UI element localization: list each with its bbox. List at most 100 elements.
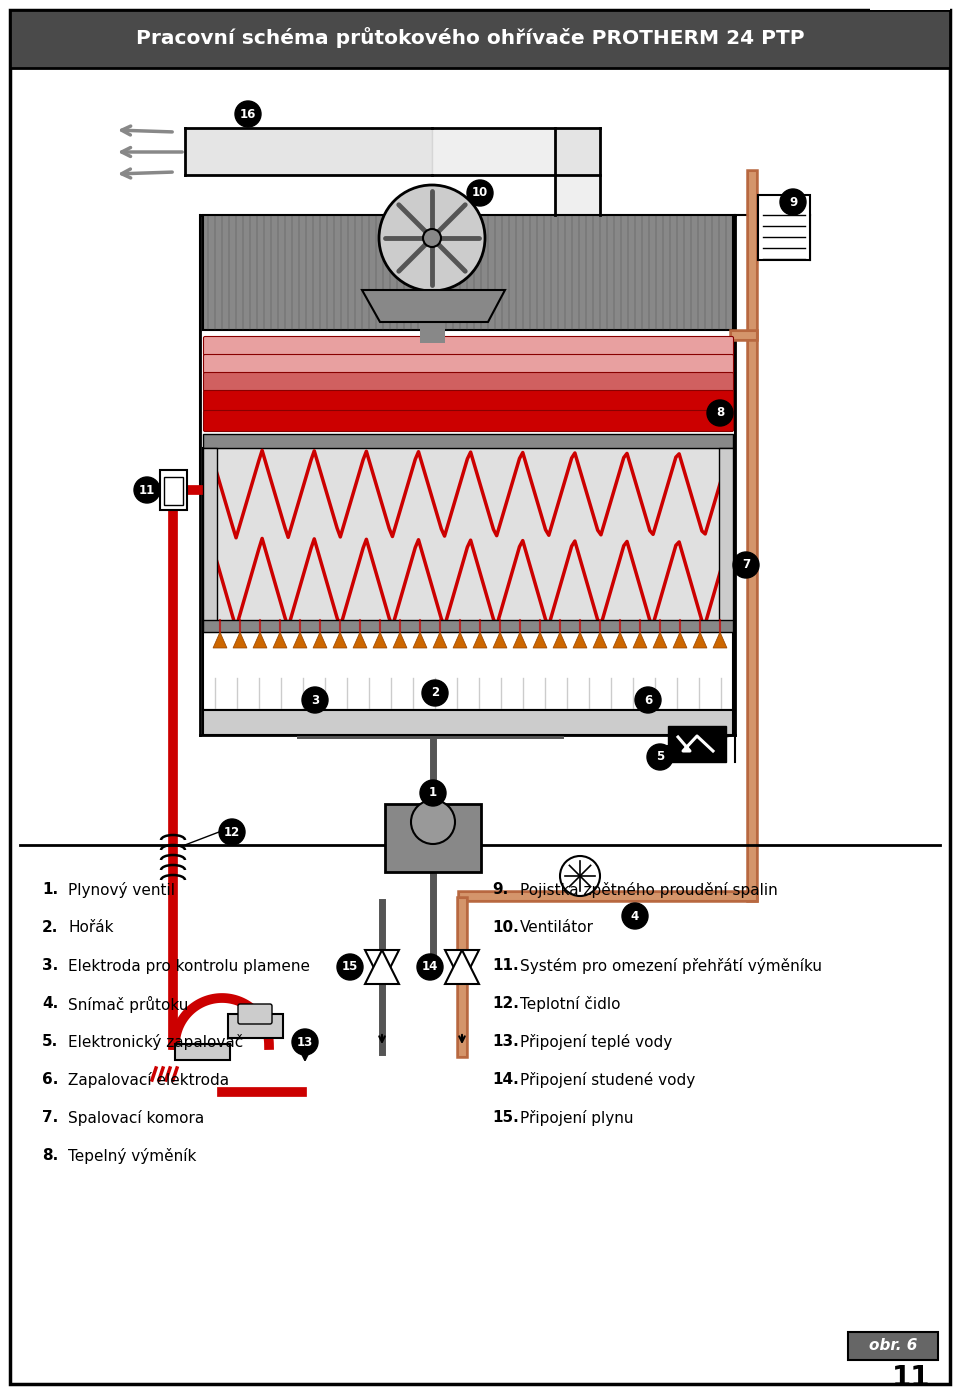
Text: 5.: 5. — [42, 1034, 59, 1050]
Circle shape — [379, 185, 485, 291]
Circle shape — [302, 687, 328, 712]
Text: Snímač průtoku: Snímač průtoku — [68, 995, 188, 1012]
Text: 11: 11 — [139, 484, 156, 496]
Polygon shape — [613, 631, 627, 648]
Bar — [385, 804, 481, 873]
Text: Připojení studené vody: Připojení studené vody — [520, 1072, 695, 1087]
Polygon shape — [365, 949, 399, 984]
Text: 12.: 12. — [492, 997, 518, 1012]
Text: 4: 4 — [631, 909, 639, 923]
Text: 12: 12 — [224, 825, 240, 839]
Text: 8.: 8. — [42, 1149, 59, 1164]
Polygon shape — [273, 631, 287, 648]
Text: 2.: 2. — [42, 920, 59, 935]
Bar — [870, 0, 950, 10]
Polygon shape — [373, 631, 387, 648]
Bar — [203, 620, 733, 631]
Text: 1.: 1. — [42, 882, 59, 898]
Bar — [668, 726, 726, 763]
FancyBboxPatch shape — [204, 410, 733, 432]
Polygon shape — [653, 631, 667, 648]
Circle shape — [235, 100, 261, 127]
Text: Spalovací komora: Spalovací komora — [68, 1110, 204, 1126]
Text: 10: 10 — [472, 187, 488, 199]
Polygon shape — [573, 631, 587, 648]
Bar — [203, 447, 217, 630]
Text: 3: 3 — [311, 693, 319, 707]
Text: Teplotní čidlo: Teplotní čidlo — [520, 995, 620, 1012]
Text: 1: 1 — [429, 786, 437, 800]
Polygon shape — [513, 631, 527, 648]
Circle shape — [422, 680, 448, 705]
Text: 14.: 14. — [492, 1072, 518, 1087]
Text: Zapalovací elektroda: Zapalovací elektroda — [68, 1072, 229, 1087]
Polygon shape — [633, 631, 647, 648]
Text: Připojení teplé vody: Připojení teplé vody — [520, 1034, 672, 1050]
Text: 14: 14 — [421, 960, 438, 973]
Bar — [203, 631, 733, 710]
Text: 9: 9 — [789, 195, 797, 209]
Text: 2: 2 — [431, 686, 439, 700]
Circle shape — [560, 856, 600, 896]
Text: Elektronický zapalovač: Elektronický zapalovač — [68, 1034, 243, 1050]
Bar — [175, 1044, 230, 1059]
Bar — [203, 434, 733, 447]
Circle shape — [417, 953, 443, 980]
Bar — [228, 1013, 283, 1039]
Bar — [719, 447, 733, 630]
Text: 16: 16 — [240, 107, 256, 120]
Text: 3.: 3. — [42, 959, 59, 973]
Circle shape — [780, 190, 806, 215]
FancyBboxPatch shape — [204, 354, 733, 374]
Polygon shape — [313, 631, 327, 648]
Polygon shape — [445, 949, 479, 984]
Text: 6.: 6. — [42, 1072, 59, 1087]
Text: Připojení plynu: Připojení plynu — [520, 1110, 634, 1126]
Polygon shape — [593, 631, 607, 648]
Polygon shape — [253, 631, 267, 648]
Polygon shape — [453, 631, 467, 648]
Text: 4.: 4. — [42, 997, 59, 1012]
Text: obr. 6: obr. 6 — [869, 1338, 917, 1354]
Text: 15: 15 — [342, 960, 358, 973]
Text: 11.: 11. — [492, 959, 518, 973]
Polygon shape — [233, 631, 247, 648]
Polygon shape — [713, 631, 727, 648]
Circle shape — [411, 800, 455, 843]
Circle shape — [467, 180, 493, 206]
Text: 10.: 10. — [492, 920, 518, 935]
Text: 9.: 9. — [492, 882, 508, 898]
Polygon shape — [213, 631, 227, 648]
Circle shape — [134, 477, 160, 503]
FancyBboxPatch shape — [238, 1004, 272, 1025]
Bar — [203, 215, 733, 330]
Text: Tepelný výměník: Tepelný výměník — [68, 1149, 197, 1164]
Circle shape — [622, 903, 648, 928]
Polygon shape — [365, 949, 399, 984]
Polygon shape — [333, 631, 347, 648]
Bar — [10, 10, 950, 68]
Text: Plynový ventil: Plynový ventil — [68, 882, 175, 898]
Polygon shape — [445, 949, 479, 984]
Text: Elektroda pro kontrolu plamene: Elektroda pro kontrolu plamene — [68, 959, 310, 973]
Polygon shape — [473, 631, 487, 648]
Polygon shape — [413, 631, 427, 648]
Text: 15.: 15. — [492, 1111, 518, 1125]
Polygon shape — [293, 631, 307, 648]
Polygon shape — [693, 631, 707, 648]
Text: 6: 6 — [644, 693, 652, 707]
Text: 5: 5 — [656, 750, 664, 764]
Circle shape — [635, 687, 661, 712]
Polygon shape — [493, 631, 507, 648]
Bar — [203, 447, 733, 630]
Circle shape — [420, 781, 446, 806]
Polygon shape — [393, 631, 407, 648]
Text: 13: 13 — [297, 1036, 313, 1048]
Circle shape — [423, 229, 441, 247]
Text: 13.: 13. — [492, 1034, 518, 1050]
Circle shape — [292, 1029, 318, 1055]
Bar — [164, 477, 183, 505]
Text: Ventilátor: Ventilátor — [520, 920, 594, 935]
Circle shape — [337, 953, 363, 980]
Bar — [848, 1333, 938, 1361]
